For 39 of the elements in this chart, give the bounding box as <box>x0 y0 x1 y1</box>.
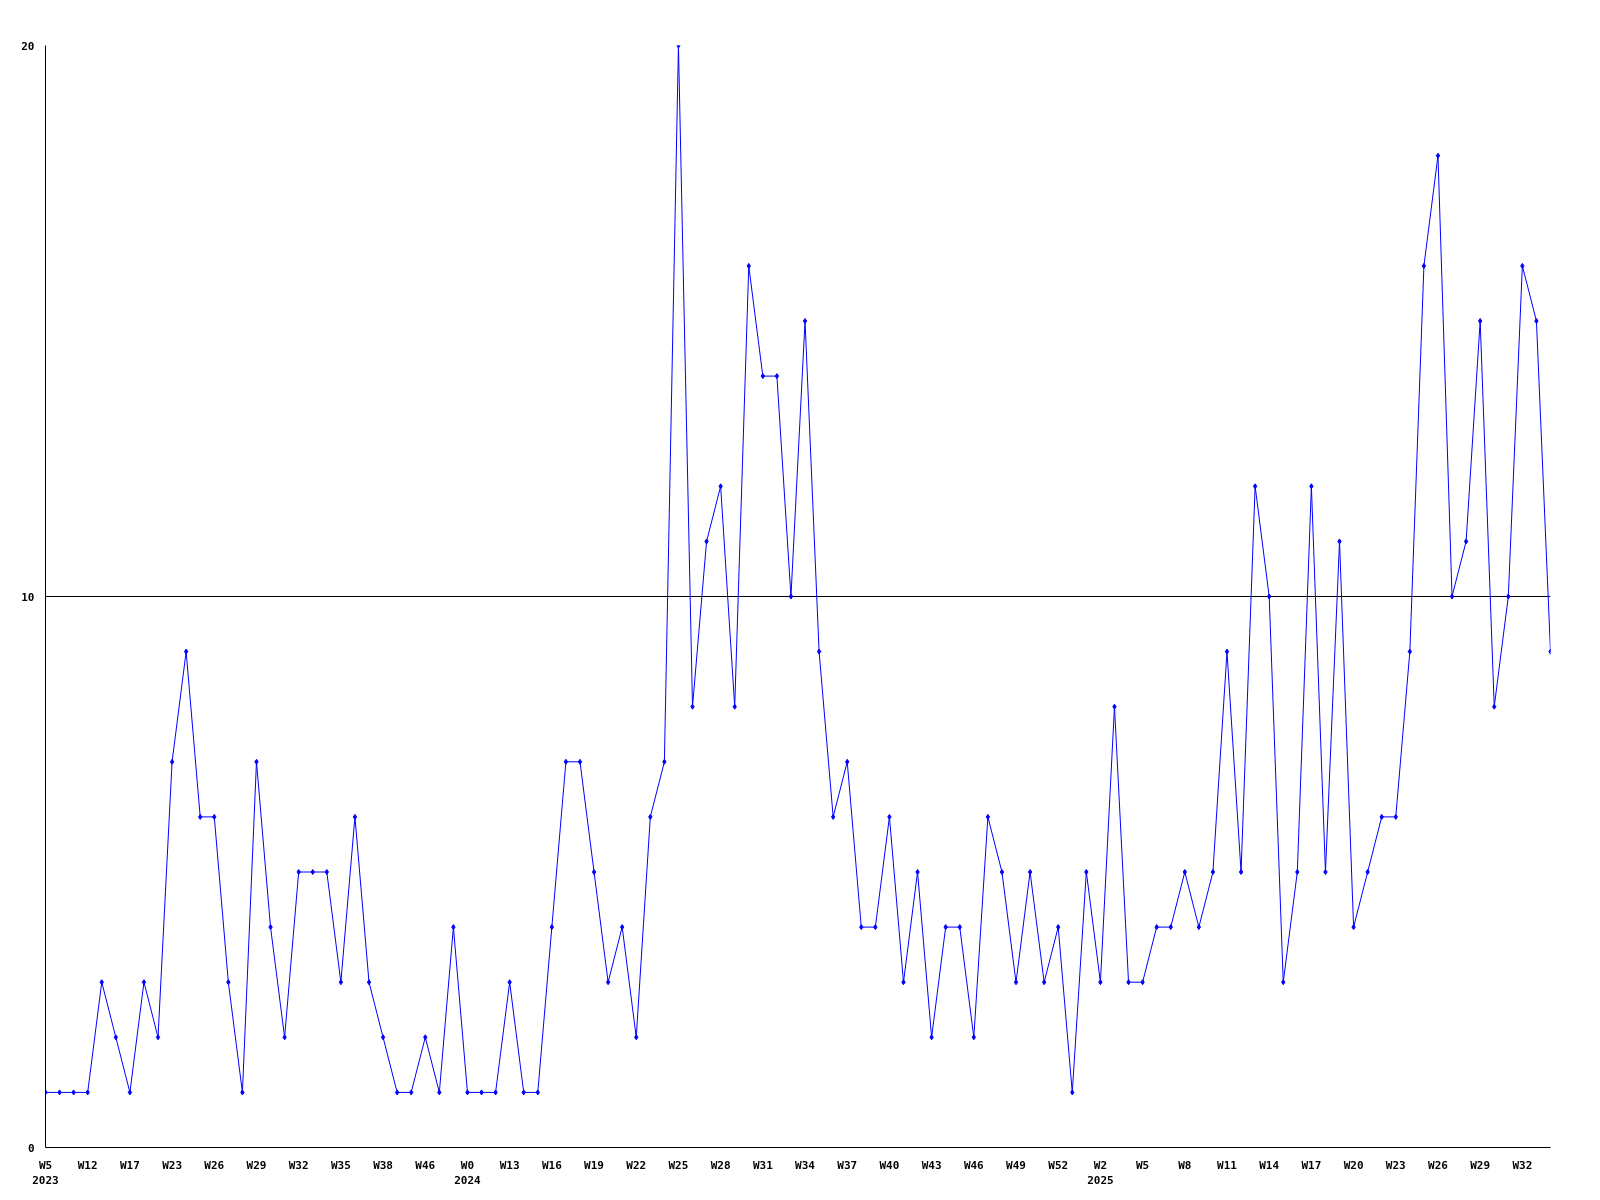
x-tick-label: W13 <box>499 1158 520 1172</box>
x-tick-label: W16 <box>541 1158 563 1172</box>
x-tick-label: W52 <box>1048 1158 1069 1172</box>
x-tick-label: W5 <box>1135 1158 1150 1172</box>
x-tick-label: W2 2025 <box>1087 1158 1114 1188</box>
x-tick-label: W40 <box>879 1158 900 1172</box>
y-tick-label: 20 <box>21 39 35 53</box>
x-tick-label: W32 <box>288 1158 309 1172</box>
x-tick-label: W0 2024 <box>454 1158 482 1188</box>
x-tick-label: W46 <box>415 1158 436 1172</box>
x-tick-label: W31 <box>752 1158 774 1172</box>
x-tick-label: W17 <box>119 1158 140 1172</box>
x-tick-label: W28 <box>710 1158 731 1172</box>
x-tick-label: W22 <box>626 1158 647 1172</box>
x-tick-label: W26 <box>1428 1158 1449 1172</box>
x-tick-label: W37 <box>837 1158 858 1172</box>
x-tick-label: W5 2023 <box>32 1158 59 1188</box>
x-tick-label: W11 <box>1217 1158 1238 1172</box>
x-tick-label: W32 <box>1512 1158 1533 1172</box>
x-tick-label: W29 <box>246 1158 267 1172</box>
x-tick-label: W23 <box>162 1158 183 1172</box>
y-tick-label: 0 <box>27 1141 35 1155</box>
x-tick-label: W8 <box>1178 1158 1192 1172</box>
x-tick-label: W38 <box>373 1158 394 1172</box>
x-tick-label: W46 <box>963 1158 985 1172</box>
x-tick-label: W26 <box>204 1158 225 1172</box>
y-tick-label: 10 <box>21 590 35 604</box>
x-tick-label: W14 <box>1259 1158 1280 1172</box>
x-tick-label: W49 <box>1006 1158 1026 1172</box>
x-tick-label: W20 <box>1343 1158 1364 1172</box>
x-tick-label: W29 <box>1470 1158 1491 1172</box>
x-tick-label: W43 <box>921 1158 942 1172</box>
x-tick-label: W25 <box>668 1158 689 1172</box>
x-tick-label: W23 <box>1385 1158 1406 1172</box>
x-tick-label: W35 <box>330 1158 351 1172</box>
x-tick-label: W34 <box>795 1158 816 1172</box>
x-tick-label: W12 <box>77 1158 98 1172</box>
x-tick-label: W17 <box>1301 1158 1322 1172</box>
x-tick-label: W19 <box>584 1158 604 1172</box>
